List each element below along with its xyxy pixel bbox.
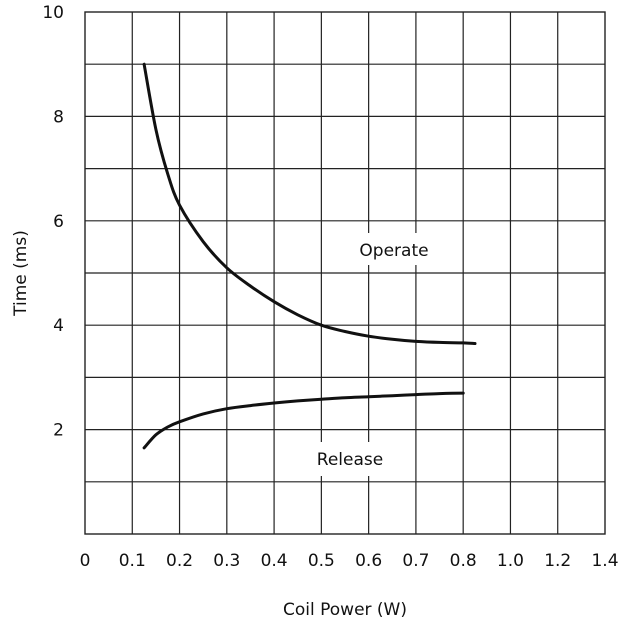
- y-tick-label: 10: [42, 3, 64, 23]
- y-tick-label: 4: [53, 316, 64, 336]
- y-axis-label: Time (ms): [11, 230, 31, 317]
- x-tick-label: 0.5: [308, 551, 335, 571]
- x-tick-label: 1.2: [544, 551, 571, 571]
- operate-curve: [142, 62, 477, 345]
- x-tick-label: 0.3: [213, 551, 240, 571]
- x-tick-label: 0.6: [355, 551, 382, 571]
- x-tick-label: 0.8: [450, 551, 477, 571]
- x-axis-label: Coil Power (W): [283, 600, 407, 620]
- operate-label: Operate: [359, 241, 428, 261]
- plot-frame: [84, 11, 606, 535]
- x-tick-label: 1.4: [591, 551, 618, 571]
- x-tick-label: 0.4: [261, 551, 288, 571]
- grid-lines: [85, 12, 605, 534]
- y-tick-label: 8: [53, 107, 64, 127]
- x-tick-label: 1.0: [497, 551, 524, 571]
- release-curve: [142, 391, 465, 450]
- x-tick-labels: 0 0.1 0.2 0.3 0.4 0.5 0.6 0.7 0.8 1.0 1.2 1.4: [80, 551, 619, 571]
- series-layer: [142, 62, 477, 450]
- x-tick-label: 0.2: [166, 551, 193, 571]
- y-tick-label: 6: [53, 212, 64, 232]
- release-label-background: [300, 442, 400, 476]
- release-label: Release: [317, 450, 383, 470]
- operate-label-background: [345, 233, 443, 265]
- x-tick-label: 0.7: [402, 551, 429, 571]
- y-tick-label: 2: [53, 421, 64, 441]
- x-tick-label: 0: [80, 551, 91, 571]
- y-tick-labels: 2 4 6 8 10: [42, 3, 64, 441]
- x-tick-label: 0.1: [119, 551, 146, 571]
